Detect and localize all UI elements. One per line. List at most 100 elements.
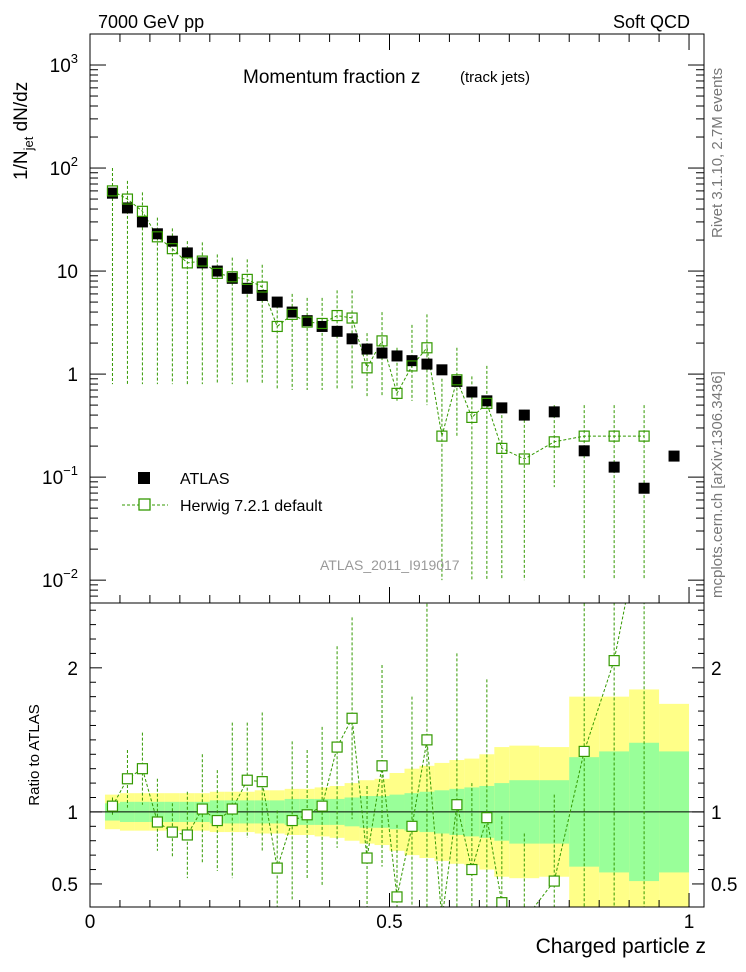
ratio-herwig-point	[346, 712, 358, 724]
main-ylabel-tail: dN/dz	[11, 82, 32, 137]
herwig-point	[166, 243, 178, 255]
herwig-point	[481, 397, 493, 409]
herwig-point	[436, 430, 448, 442]
ratio-herwig-point	[106, 800, 119, 812]
atlas-point	[466, 386, 478, 398]
main-ytick-base: 10	[42, 468, 63, 489]
herwig-point	[451, 374, 463, 386]
main-ytick-label: 10	[57, 262, 78, 283]
ratio-ytick-label: 1	[67, 803, 78, 824]
atlas-point	[361, 343, 373, 355]
atlas-point	[151, 228, 163, 240]
atlas-point	[668, 450, 680, 462]
ratio-herwig-point	[121, 773, 134, 785]
herwig-point	[256, 281, 268, 293]
herwig-point	[518, 453, 530, 465]
xtick-label: 1	[684, 912, 695, 933]
legend-atlas-marker	[138, 472, 150, 484]
ratio-herwig-point	[608, 655, 620, 667]
ratio-ytick-label-right: 1	[711, 803, 722, 824]
herwig-point	[406, 360, 418, 372]
herwig-point	[608, 430, 620, 442]
ratio-herwig-point	[166, 826, 178, 838]
herwig-point	[196, 255, 208, 267]
herwig-point	[578, 430, 590, 442]
legend-atlas-label: ATLAS	[180, 471, 230, 488]
ratio-herwig-point	[271, 862, 283, 874]
atlas-point	[316, 320, 328, 332]
ratio-herwig-point	[466, 863, 478, 876]
herwig-point	[121, 193, 134, 205]
main-ylabel-main: 1/N	[11, 150, 32, 180]
ratio-herwig-point	[151, 816, 163, 828]
herwig-point	[496, 442, 508, 454]
legend: ATLAS Herwig 7.2.1 default	[122, 471, 323, 515]
ratio-herwig-point	[481, 812, 493, 824]
main-ytick-base: 10	[57, 262, 78, 283]
ratio-herwig-point	[196, 803, 208, 815]
atlas-point	[496, 402, 508, 414]
ratio-frame	[89, 602, 705, 908]
main-ytick-base: 10	[50, 159, 71, 180]
herwig-point	[151, 231, 163, 243]
atlas-point	[578, 445, 590, 457]
main-ytick-label: 102	[50, 154, 78, 180]
herwig-point	[316, 317, 328, 330]
herwig-point	[286, 308, 298, 320]
herwig-point	[391, 387, 403, 399]
herwig-point	[106, 185, 119, 197]
main-ytick-base: 1	[67, 365, 78, 386]
ratio-herwig-point	[331, 741, 343, 753]
ratio-herwig-point	[421, 734, 433, 746]
ratio-herwig-point	[286, 814, 298, 827]
source-label: mcplots.cern.ch [arXiv:1306.3436]	[709, 371, 726, 598]
atlas-point	[346, 333, 358, 345]
atlas-point	[481, 395, 493, 407]
ratio-herwig-point	[391, 891, 403, 903]
herwig-point	[376, 335, 388, 347]
herwig-point	[136, 205, 149, 217]
main-ytick-label: 10−2	[42, 566, 78, 592]
ratio-herwig-point	[519, 915, 529, 925]
ratio-ytick-label: 2	[67, 659, 78, 680]
atlas-point	[136, 216, 148, 228]
main-ylabel-sub: jet	[21, 136, 36, 151]
atlas-point	[421, 358, 433, 370]
ratio-herwig-point	[301, 809, 313, 821]
atlas-point	[211, 265, 223, 277]
main-series	[106, 168, 680, 581]
atlas-point	[391, 350, 403, 362]
atlas-point	[196, 257, 208, 269]
herwig-point	[211, 267, 223, 279]
header-left: 7000 GeV pp	[98, 12, 204, 32]
main-ytick-exponent: −2	[63, 566, 78, 581]
herwig-point	[361, 362, 373, 374]
rivet-label: Rivet 3.1.10, 2.7M events	[709, 68, 726, 238]
main-title: Momentum fraction z	[243, 67, 420, 88]
ratio-herwig-point	[451, 799, 463, 811]
atlas-point	[608, 461, 620, 473]
atlas-point	[271, 296, 283, 308]
herwig-point	[331, 309, 343, 322]
xtick-label: 0	[85, 912, 96, 933]
herwig-point	[466, 411, 478, 423]
atlas-point	[256, 289, 268, 301]
main-ytick-base: 10	[50, 56, 71, 77]
main-ytick-exponent: 3	[71, 51, 78, 66]
ratio-ylabel: Ratio to ATLAS	[26, 704, 43, 805]
xtick-label: 0.5	[376, 912, 402, 933]
ratio-ytick-label-right: 0.5	[711, 875, 737, 896]
atlas-point	[376, 347, 388, 359]
atlas-point	[286, 306, 298, 318]
ratio-herwig-point	[376, 760, 388, 772]
main-ytick-exponent: 2	[71, 154, 78, 169]
herwig-point	[226, 271, 238, 283]
atlas-point	[166, 235, 178, 247]
main-ytick-label: 1	[67, 365, 78, 386]
herwig-point	[181, 257, 193, 269]
ratio-herwig-point	[241, 774, 253, 786]
atlas-point	[226, 272, 238, 284]
atlas-point	[451, 375, 463, 387]
main-ytick-label: 10−1	[42, 463, 78, 489]
